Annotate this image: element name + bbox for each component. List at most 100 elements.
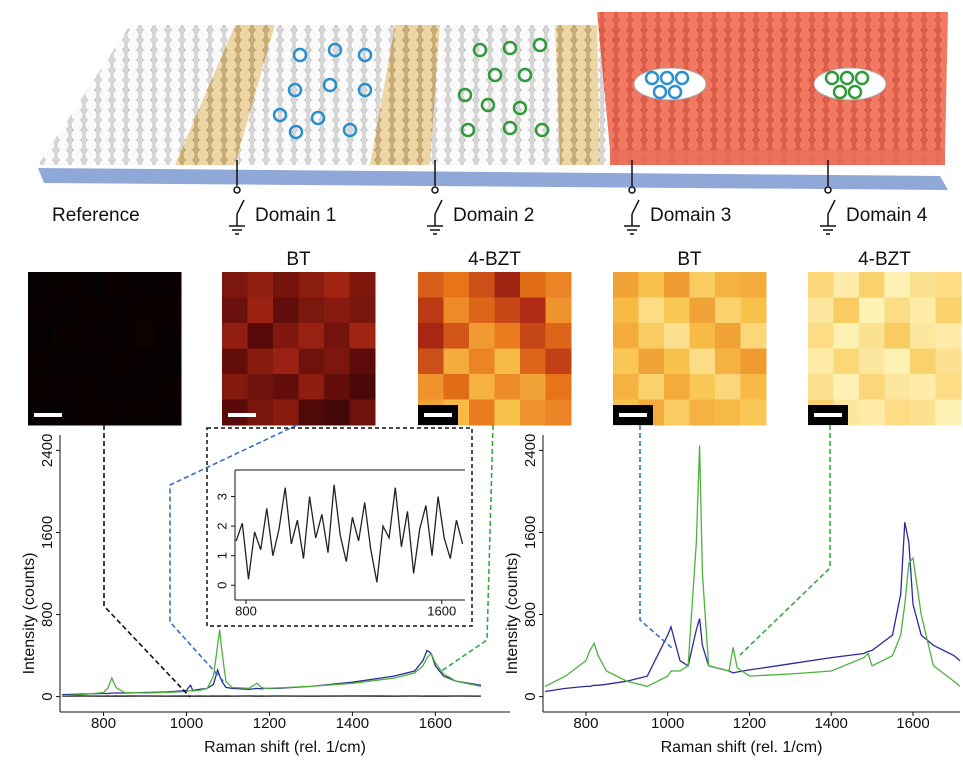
map-cell	[324, 323, 350, 349]
map-cell	[834, 272, 860, 298]
spectrum-line	[545, 522, 960, 691]
map-cell	[859, 400, 885, 426]
x-tick-label: 800	[573, 715, 598, 732]
map-cell	[715, 374, 741, 400]
map-cell	[495, 400, 521, 426]
map-cell	[299, 272, 325, 298]
map-cell	[79, 374, 105, 400]
y-tick-label: 0	[214, 582, 229, 589]
x-tick-label: 1200	[733, 715, 766, 732]
map-label: 4-BZT	[468, 249, 521, 270]
map-cell	[639, 349, 665, 375]
scale-bar	[228, 413, 256, 417]
map-cell	[79, 323, 105, 349]
x-tick-label: 1200	[253, 715, 286, 732]
map-cell	[444, 272, 470, 298]
cover-edge	[610, 150, 945, 165]
map-cell	[444, 323, 470, 349]
map-cell	[495, 374, 521, 400]
y-tick-label: 3	[214, 493, 229, 500]
y-tick-label: 800	[522, 602, 539, 627]
map-cell	[54, 400, 80, 426]
map-label: BT	[677, 249, 702, 270]
map-cell	[222, 272, 248, 298]
map-cell	[105, 272, 131, 298]
map-cell	[715, 349, 741, 375]
contact	[629, 187, 635, 193]
map-cell	[273, 272, 299, 298]
domain-label: Domain 1	[255, 205, 336, 226]
map-cell	[808, 272, 834, 298]
x-tick-label: 1600	[896, 715, 929, 732]
map-cell	[885, 374, 911, 400]
map-cell	[54, 272, 80, 298]
map-cell	[741, 272, 767, 298]
scale-bar	[424, 413, 452, 417]
map-cell	[690, 349, 716, 375]
domain-label: Domain 4	[846, 205, 928, 226]
map-cell	[808, 323, 834, 349]
map-cell	[741, 400, 767, 426]
connector	[640, 425, 672, 648]
map-cell	[54, 323, 80, 349]
y-tick-label: 2400	[522, 434, 539, 467]
map-cell	[495, 323, 521, 349]
map-cell	[639, 272, 665, 298]
map-cell	[546, 298, 572, 324]
map-cell	[156, 323, 182, 349]
map-cell	[639, 374, 665, 400]
map-cell	[350, 323, 376, 349]
map-cell	[520, 349, 546, 375]
map-cell	[273, 323, 299, 349]
y-tick-label: 800	[39, 602, 56, 627]
figure: ReferenceDomain 1Domain 2Domain 3Domain …	[0, 0, 963, 761]
x-axis-label: Raman shift (rel. 1/cm)	[204, 739, 366, 756]
map-cell	[546, 400, 572, 426]
map-cell	[808, 349, 834, 375]
x-tick-label: 1400	[336, 715, 369, 732]
map-cell	[54, 374, 80, 400]
map-cell	[910, 400, 936, 426]
map-cell	[613, 374, 639, 400]
map-cell	[324, 298, 350, 324]
spectrum-line	[62, 630, 481, 696]
map-cell	[469, 272, 495, 298]
map-cell	[299, 400, 325, 426]
map-cell	[741, 298, 767, 324]
map-cell	[469, 349, 495, 375]
map-cell	[156, 400, 182, 426]
contact	[234, 187, 240, 193]
charts: 02500 counts0800160024008001000120014001…	[21, 428, 960, 756]
map-cell	[28, 323, 54, 349]
map-cell	[834, 374, 860, 400]
map-cell	[808, 298, 834, 324]
x-tick-label: 1000	[170, 715, 203, 732]
map-cell	[664, 298, 690, 324]
map-cell	[248, 298, 274, 324]
contact	[825, 187, 831, 193]
map-cell	[105, 374, 131, 400]
y-tick-label: 1	[214, 552, 229, 559]
y-tick-label: 2	[214, 523, 229, 530]
map-cell	[546, 374, 572, 400]
map-cell	[418, 349, 444, 375]
y-tick-label: 1600	[522, 516, 539, 549]
switch-arm	[435, 200, 442, 214]
map-cell	[469, 323, 495, 349]
map-cell	[520, 400, 546, 426]
map-cell	[495, 349, 521, 375]
map-cell	[741, 349, 767, 375]
map-cell	[130, 298, 156, 324]
map-cell	[520, 323, 546, 349]
map-cell	[520, 272, 546, 298]
map-cell	[859, 298, 885, 324]
map-cell	[664, 400, 690, 426]
map-cell	[910, 323, 936, 349]
map-cell	[936, 400, 962, 426]
x-tick-label: 800	[235, 603, 257, 618]
y-tick-label: 1600	[39, 516, 56, 549]
map-cell	[613, 298, 639, 324]
map-label: BT	[286, 249, 311, 270]
y-axis-label: Intensity (counts)	[21, 553, 38, 675]
